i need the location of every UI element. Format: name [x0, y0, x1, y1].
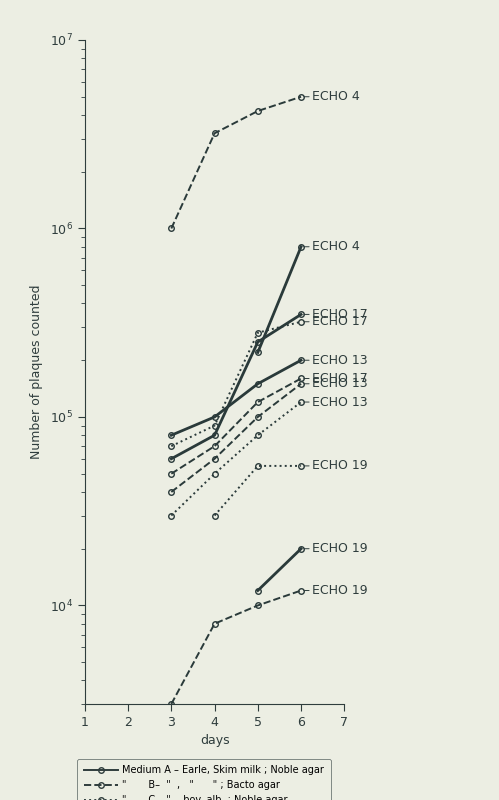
- Text: ECHO 17: ECHO 17: [304, 308, 368, 321]
- Text: ECHO 4: ECHO 4: [304, 240, 360, 254]
- Text: ECHO 13: ECHO 13: [304, 354, 367, 366]
- Text: ECHO 19: ECHO 19: [304, 459, 367, 473]
- X-axis label: days: days: [200, 734, 230, 747]
- Text: ECHO 17: ECHO 17: [304, 315, 368, 328]
- Text: ECHO 19: ECHO 19: [304, 542, 367, 555]
- Text: ECHO 13: ECHO 13: [304, 395, 367, 409]
- Y-axis label: Number of plaques counted: Number of plaques counted: [30, 285, 43, 459]
- Text: ECHO 4: ECHO 4: [304, 90, 360, 103]
- Text: ECHO 17: ECHO 17: [304, 372, 368, 385]
- Legend: Medium A – Earle, Skim milk ; Noble agar, "       B–  "  ,   "      " ; Bacto ag: Medium A – Earle, Skim milk ; Noble agar…: [77, 758, 331, 800]
- Text: ECHO 13: ECHO 13: [304, 378, 367, 390]
- Text: ECHO 19: ECHO 19: [304, 584, 367, 597]
